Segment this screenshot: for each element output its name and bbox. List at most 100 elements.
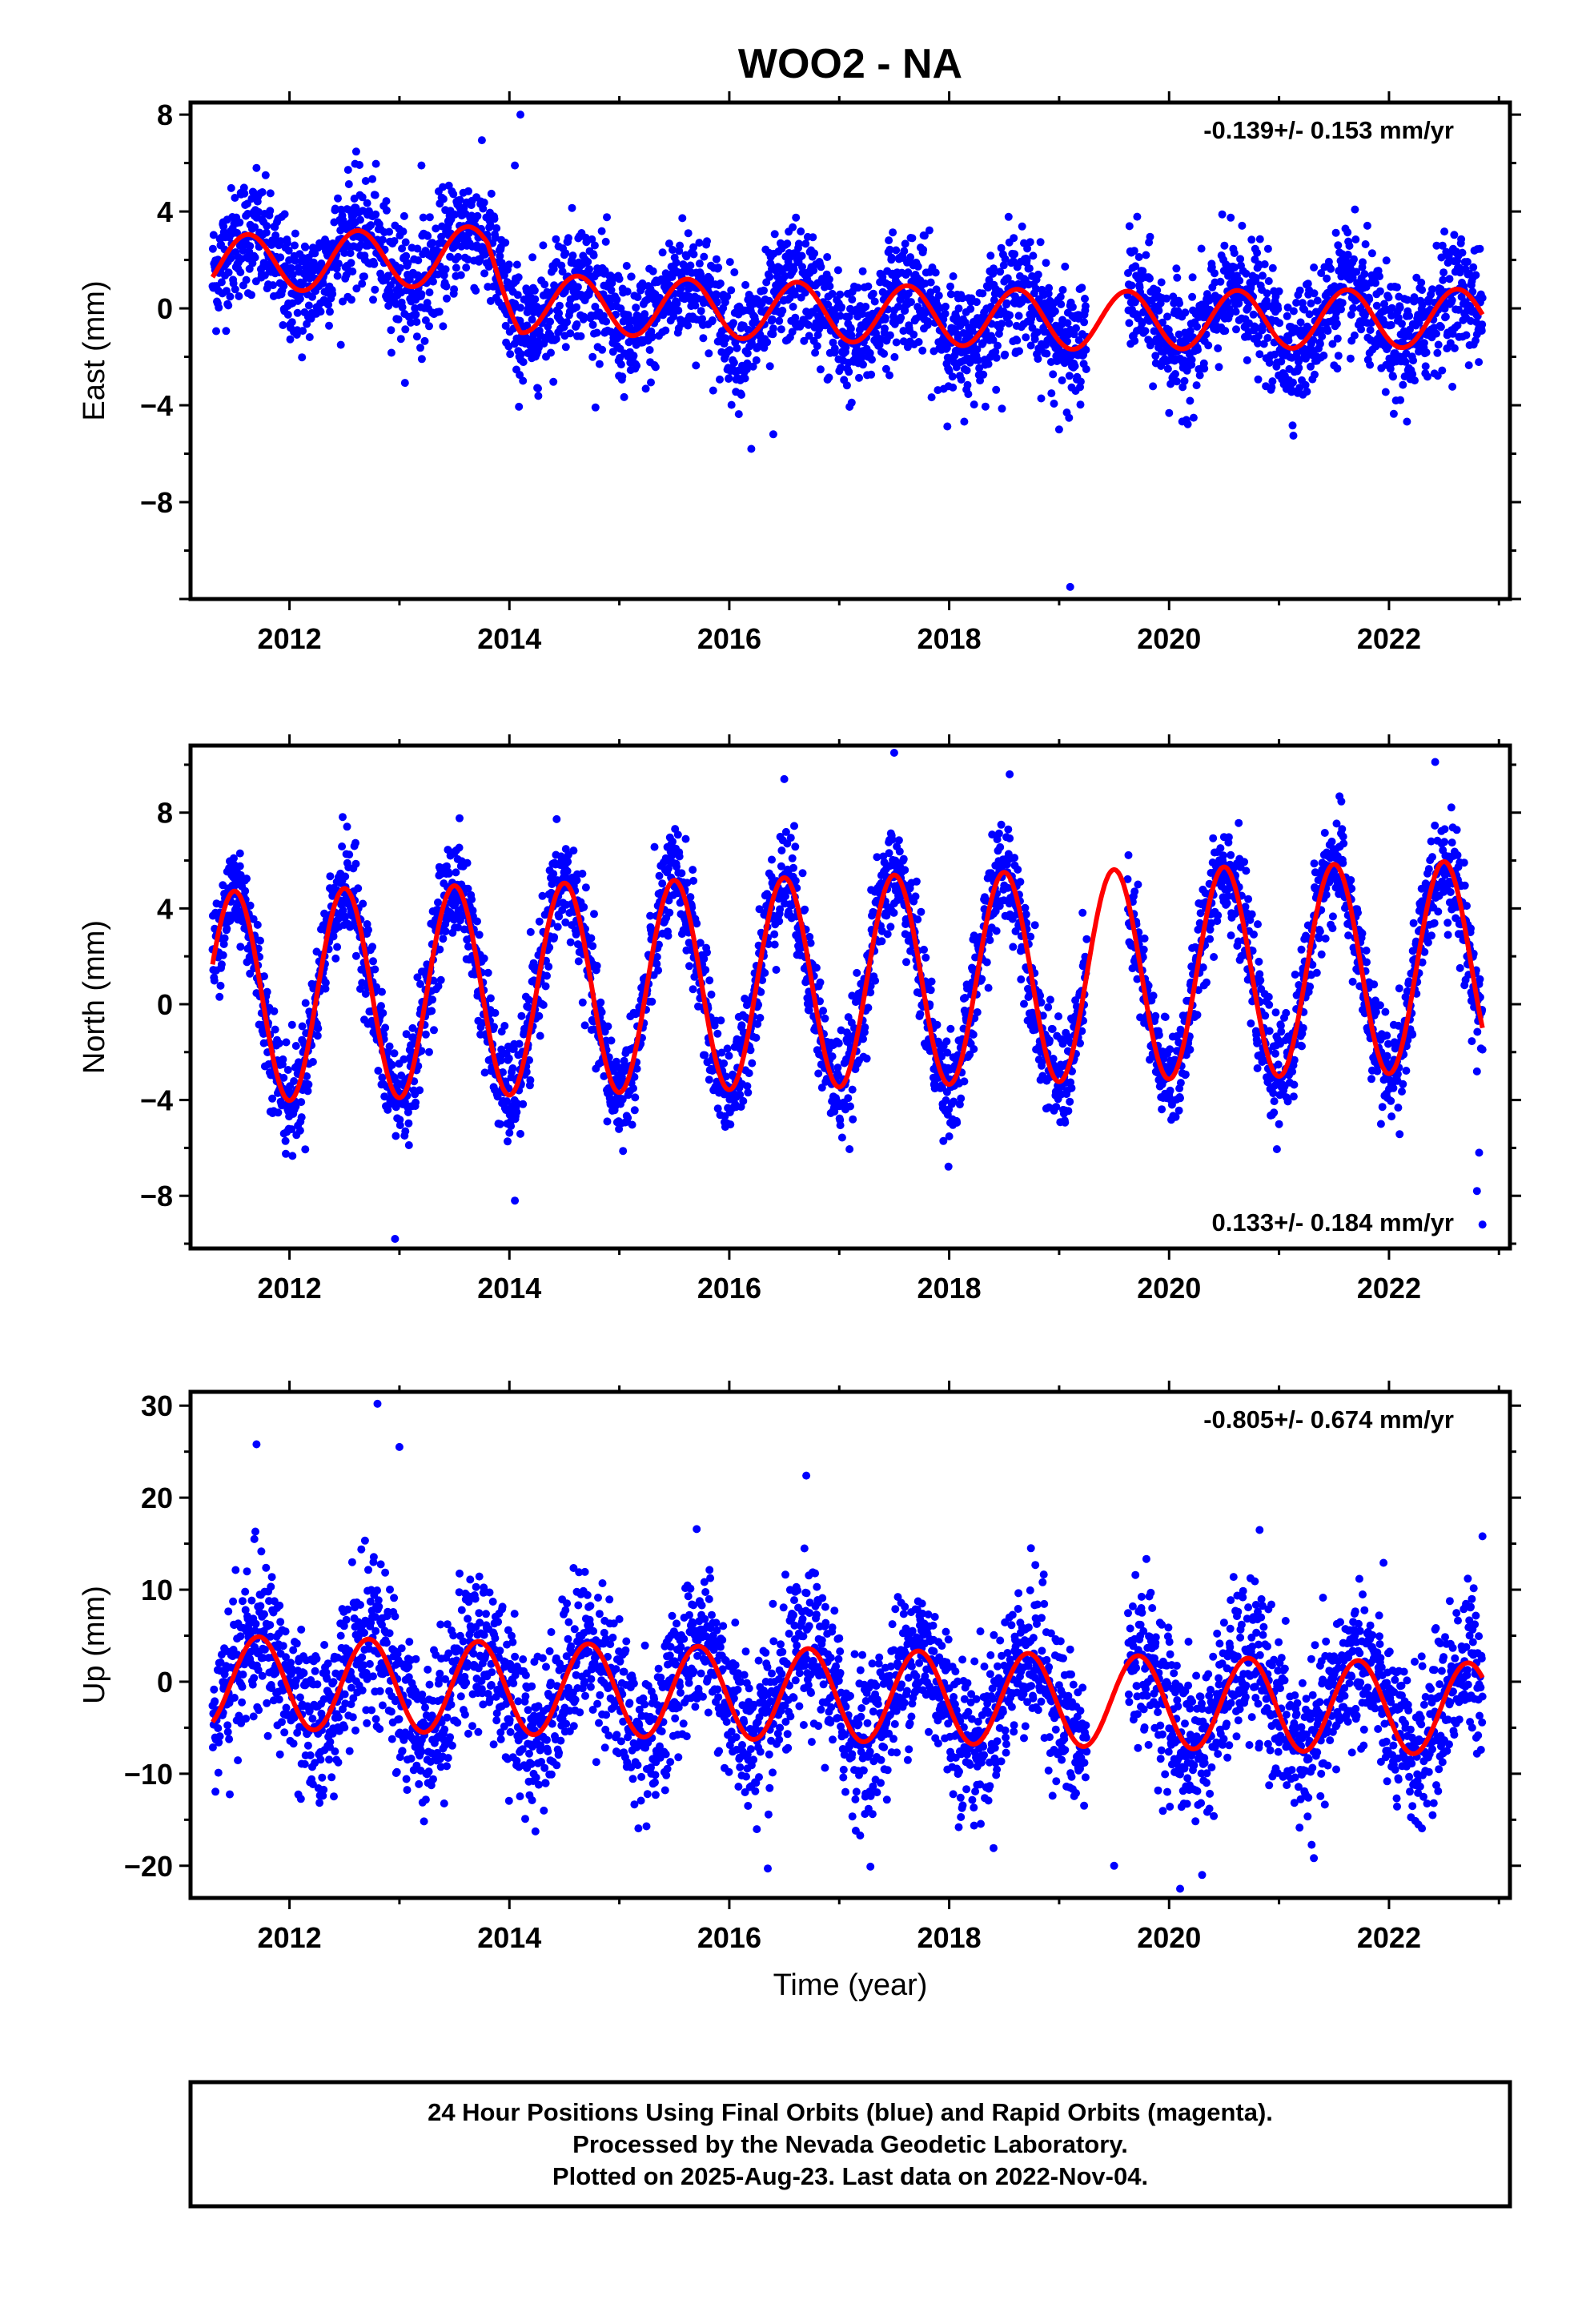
- east-point: [492, 224, 501, 232]
- east-point: [343, 166, 352, 175]
- east-point: [592, 328, 601, 337]
- east-point: [901, 239, 909, 248]
- east-point: [1387, 320, 1395, 329]
- east-point: [443, 294, 451, 303]
- east-point: [998, 404, 1006, 413]
- east-point: [1422, 348, 1431, 357]
- east-point: [456, 195, 464, 204]
- east-point: [963, 380, 972, 389]
- north-point: [770, 940, 779, 949]
- north-point: [421, 1030, 430, 1039]
- north-point: [341, 872, 350, 881]
- east-point: [1221, 327, 1230, 336]
- east-point: [1037, 394, 1046, 403]
- east-point: [589, 251, 598, 259]
- east-point: [1163, 364, 1172, 373]
- east-point: [576, 332, 585, 340]
- east-point: [512, 260, 521, 269]
- east-point: [727, 286, 736, 295]
- east-point: [1255, 350, 1264, 359]
- east-point: [1025, 264, 1034, 273]
- north-point: [351, 951, 360, 960]
- east-point: [1450, 231, 1459, 239]
- east-point: [1080, 318, 1089, 327]
- east-point: [247, 291, 255, 300]
- north-point: [675, 852, 684, 861]
- east-point: [416, 344, 424, 352]
- north-point: [291, 1042, 300, 1050]
- north-point: [507, 1122, 516, 1131]
- east-point: [647, 378, 655, 387]
- north-point: [456, 814, 464, 822]
- east-point: [1274, 304, 1283, 313]
- east-y-tick-label: 8: [157, 99, 173, 131]
- east-point: [960, 417, 969, 426]
- north-point: [658, 879, 667, 888]
- east-point: [1439, 275, 1447, 284]
- east-x-tick-label: 2012: [258, 622, 322, 655]
- north-point: [689, 866, 697, 875]
- east-point: [1334, 241, 1343, 250]
- north-point: [339, 813, 347, 822]
- east-point: [677, 320, 685, 328]
- east-point: [1268, 263, 1277, 272]
- east-point: [419, 213, 428, 222]
- east-point: [1419, 339, 1428, 348]
- east-point: [1163, 312, 1171, 321]
- east-point: [291, 256, 299, 265]
- east-point: [641, 384, 650, 393]
- north-point: [504, 1054, 513, 1063]
- north-point: [270, 1007, 279, 1015]
- east-point: [572, 303, 580, 312]
- east-point: [519, 358, 528, 367]
- east-point: [584, 257, 592, 266]
- north-point: [717, 1016, 725, 1025]
- east-point: [913, 262, 922, 271]
- east-point: [1334, 352, 1343, 360]
- east-point: [695, 239, 704, 247]
- east-point: [729, 319, 737, 328]
- east-point: [665, 239, 673, 248]
- east-point: [421, 316, 430, 324]
- east-point: [572, 320, 581, 328]
- east-point: [1010, 234, 1018, 243]
- north-point: [404, 1119, 413, 1128]
- east-point: [817, 263, 825, 271]
- east-point: [1434, 340, 1443, 349]
- east-point: [1015, 347, 1023, 356]
- east-point: [370, 259, 379, 268]
- north-point: [235, 862, 244, 870]
- east-point: [700, 252, 709, 261]
- east-point: [1338, 299, 1347, 308]
- north-point: [374, 1067, 383, 1075]
- north-point: [351, 859, 360, 868]
- east-point: [1265, 359, 1274, 367]
- east-point: [1082, 365, 1090, 373]
- north-point: [385, 1042, 394, 1051]
- east-point: [258, 188, 267, 196]
- east-point: [1193, 323, 1202, 331]
- east-point: [439, 195, 448, 203]
- east-point: [371, 210, 380, 219]
- east-point: [801, 239, 810, 248]
- east-point: [978, 289, 987, 298]
- east-point: [1411, 376, 1419, 385]
- north-point: [689, 985, 697, 994]
- north-point: [444, 869, 453, 878]
- east-point: [319, 279, 327, 287]
- east-point: [1072, 324, 1080, 332]
- east-point: [1263, 334, 1272, 342]
- north-point: [685, 962, 693, 971]
- east-point: [658, 248, 667, 257]
- east-point: [516, 304, 524, 312]
- east-point: [486, 221, 495, 229]
- north-point: [597, 1007, 606, 1016]
- east-point: [363, 199, 371, 207]
- east-point: [897, 313, 905, 322]
- north-point: [770, 930, 779, 939]
- east-point: [931, 268, 940, 277]
- east-point: [563, 318, 572, 327]
- north-point: [256, 936, 264, 945]
- east-point: [841, 343, 850, 352]
- north-point: [452, 868, 460, 877]
